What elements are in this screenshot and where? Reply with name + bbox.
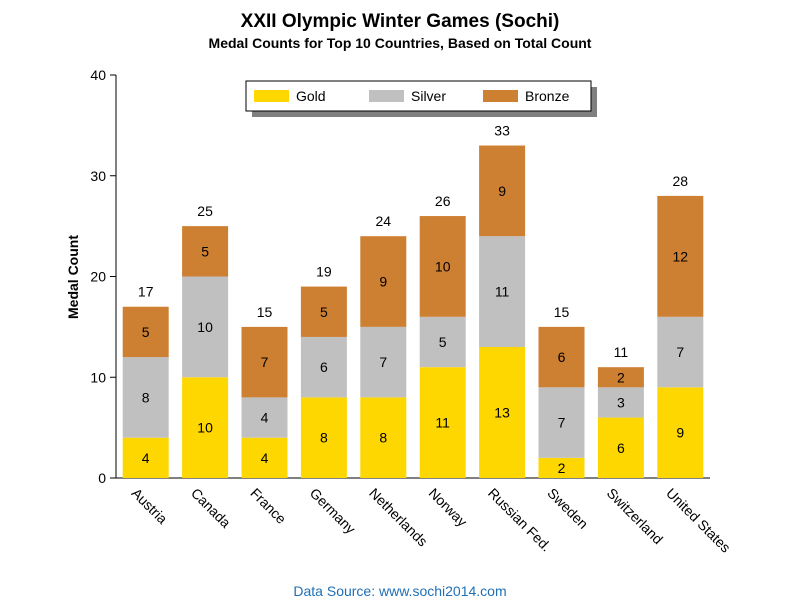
y-tick-label: 10 (90, 369, 106, 385)
y-tick-label: 40 (90, 67, 106, 83)
bar-total-label: 28 (673, 173, 689, 189)
bar-silver-russian-fed- (479, 236, 526, 348)
bar-bronze-austria (122, 306, 169, 358)
legend-label-silver: Silver (411, 88, 446, 104)
bar-total-label: 33 (494, 123, 510, 139)
segment-value-label: 8 (142, 389, 150, 405)
segment-value-label: 13 (494, 405, 510, 421)
bar-total-label: 11 (614, 344, 629, 360)
bar-total-label: 25 (197, 203, 213, 219)
bar-total-label: 15 (257, 304, 273, 320)
bar-bronze-netherlands (360, 236, 407, 327)
x-tick-label: United States (663, 485, 734, 556)
bar-silver-netherlands (360, 326, 407, 398)
segment-value-label: 5 (439, 334, 447, 350)
x-tick-label: Netherlands (366, 485, 431, 550)
segment-value-label: 4 (261, 450, 269, 466)
segment-value-label: 10 (197, 420, 213, 436)
bar-silver-united-states (657, 316, 704, 388)
plot-area: 01020304048517Austria1010525Canada44715F… (90, 67, 734, 556)
y-tick-label: 20 (90, 269, 106, 285)
bar-gold-france (241, 437, 288, 478)
bar-bronze-norway (419, 216, 466, 317)
legend-box (245, 80, 592, 112)
segment-value-label: 7 (379, 354, 387, 370)
segment-value-label: 6 (320, 359, 328, 375)
x-tick-label: Austria (129, 485, 171, 527)
bar-bronze-russian-fed- (479, 145, 526, 237)
segment-value-label: 9 (379, 274, 387, 290)
bar-gold-sweden (538, 457, 585, 478)
bar-silver-france (241, 397, 288, 438)
x-tick-label: Norway (426, 485, 471, 530)
bar-gold-united-states (657, 387, 704, 478)
segment-value-label: 12 (673, 248, 689, 264)
bar-gold-netherlands (360, 397, 407, 478)
segment-value-label: 7 (676, 344, 684, 360)
segment-value-label: 6 (617, 440, 625, 456)
bar-silver-sweden (538, 387, 585, 458)
segment-value-label: 4 (261, 410, 269, 426)
bar-gold-switzerland (597, 417, 644, 478)
x-tick-label: Sweden (544, 485, 591, 532)
x-tick-label: Germany (307, 485, 359, 537)
segment-value-label: 8 (379, 430, 387, 446)
legend-swatch-bronze (483, 90, 518, 102)
bar-silver-switzerland (597, 387, 644, 418)
segment-value-label: 10 (197, 319, 213, 335)
chart-subtitle: Medal Counts for Top 10 Countries, Based… (209, 35, 592, 51)
chart-title: XXII Olympic Winter Games (Sochi) (241, 11, 560, 32)
segment-value-label: 8 (320, 430, 328, 446)
segment-value-label: 3 (617, 394, 625, 410)
bar-silver-germany (300, 336, 347, 398)
segment-value-label: 10 (435, 258, 451, 274)
segment-value-label: 7 (558, 415, 566, 431)
bar-total-label: 24 (376, 213, 392, 229)
x-tick-label: France (247, 485, 289, 527)
legend-swatch-gold (254, 90, 289, 102)
x-tick-label: Canada (188, 485, 234, 531)
segment-value-label: 6 (558, 349, 566, 365)
legend-label-bronze: Bronze (525, 88, 570, 104)
bar-bronze-switzerland (597, 367, 644, 388)
legend-swatch-silver (369, 90, 404, 102)
bar-silver-norway (419, 316, 466, 368)
bar-total-label: 17 (138, 284, 154, 300)
bar-bronze-canada (182, 226, 229, 277)
bar-bronze-germany (300, 286, 347, 337)
y-tick-label: 0 (98, 470, 106, 486)
segment-value-label: 5 (142, 324, 150, 340)
segment-value-label: 5 (201, 243, 209, 259)
bar-gold-germany (300, 397, 347, 478)
x-tick-label: Switzerland (604, 485, 666, 547)
segment-value-label: 2 (617, 369, 625, 385)
bar-total-label: 15 (554, 304, 570, 320)
segment-value-label: 2 (558, 460, 566, 476)
bar-bronze-sweden (538, 326, 585, 388)
bar-gold-canada (182, 377, 229, 478)
bar-gold-austria (122, 437, 169, 478)
bar-gold-russian-fed- (479, 347, 526, 478)
legend-label-gold: Gold (296, 88, 326, 104)
segment-value-label: 7 (261, 354, 269, 370)
segment-value-label: 9 (676, 425, 684, 441)
bar-bronze-france (241, 326, 288, 398)
bar-total-label: 26 (435, 193, 451, 209)
legend: Gold Silver Bronze (245, 80, 597, 117)
segment-value-label: 5 (320, 304, 328, 320)
bar-total-label: 19 (316, 264, 332, 280)
bar-gold-norway (419, 367, 466, 478)
bar-silver-austria (122, 357, 169, 438)
data-source-note: Data Source: www.sochi2014.com (293, 583, 506, 599)
bar-silver-canada (182, 276, 229, 378)
segment-value-label: 4 (142, 450, 150, 466)
y-axis-label: Medal Count (65, 235, 81, 319)
segment-value-label: 9 (498, 183, 506, 199)
segment-value-label: 11 (435, 415, 450, 431)
segment-value-label: 11 (495, 284, 510, 300)
y-tick-label: 30 (90, 168, 106, 184)
bar-bronze-united-states (657, 195, 704, 317)
